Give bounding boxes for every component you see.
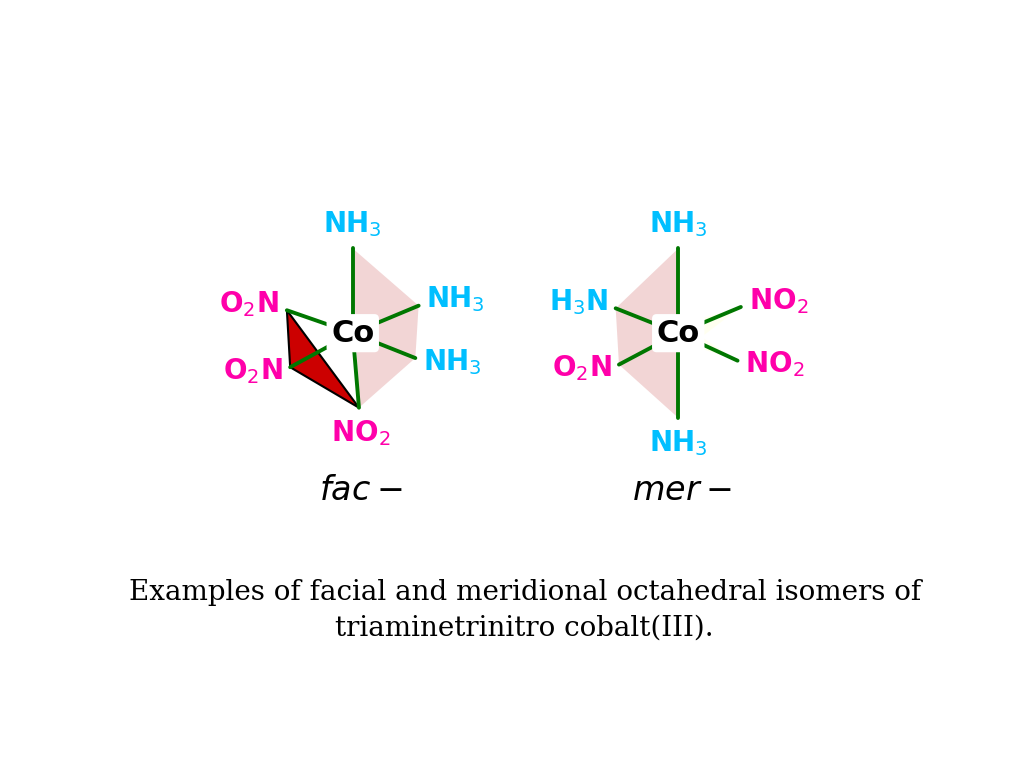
Polygon shape bbox=[287, 310, 359, 408]
Text: Co: Co bbox=[656, 319, 699, 348]
Text: NO$_2$: NO$_2$ bbox=[331, 419, 390, 449]
Text: $\it{fac}-$: $\it{fac}-$ bbox=[318, 475, 402, 507]
Text: NH$_3$: NH$_3$ bbox=[649, 429, 708, 458]
Text: O$_2$N: O$_2$N bbox=[223, 356, 283, 386]
Text: Examples of facial and meridional octahedral isomers of: Examples of facial and meridional octahe… bbox=[129, 579, 921, 606]
Text: Co: Co bbox=[331, 319, 375, 348]
Text: NO$_2$: NO$_2$ bbox=[745, 349, 805, 379]
Text: triaminetrinitro cobalt(III).: triaminetrinitro cobalt(III). bbox=[336, 614, 714, 641]
Text: O$_2$N: O$_2$N bbox=[552, 353, 611, 383]
Text: NO$_2$: NO$_2$ bbox=[749, 286, 808, 316]
Polygon shape bbox=[682, 307, 740, 361]
Polygon shape bbox=[615, 249, 678, 418]
Text: NH$_3$: NH$_3$ bbox=[426, 285, 485, 314]
Text: $\it{mer}-$: $\it{mer}-$ bbox=[632, 475, 732, 507]
Text: NH$_3$: NH$_3$ bbox=[324, 210, 382, 239]
Text: NH$_3$: NH$_3$ bbox=[423, 347, 482, 377]
Polygon shape bbox=[352, 249, 419, 408]
Text: H$_3$N: H$_3$N bbox=[549, 287, 608, 317]
Text: O$_2$N: O$_2$N bbox=[219, 290, 280, 319]
Text: NH$_3$: NH$_3$ bbox=[649, 210, 708, 239]
